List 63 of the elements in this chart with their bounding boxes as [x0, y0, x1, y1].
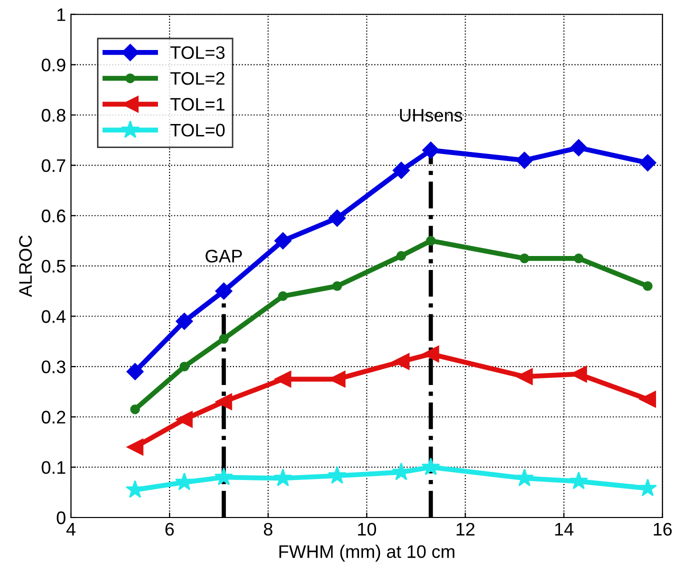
point: [516, 152, 534, 169]
point: [516, 368, 533, 385]
x-tick-label: 12: [456, 522, 474, 536]
x-tick-label: 4: [66, 523, 76, 536]
point: [175, 472, 194, 490]
y-axis-title: ALROC: [19, 236, 32, 298]
x-tick-label: 8: [264, 522, 272, 536]
point: [274, 468, 292, 486]
y-tick-label: 0.2: [42, 410, 66, 424]
point: [176, 411, 193, 428]
point: [126, 480, 144, 498]
point: [126, 363, 144, 380]
point: [392, 162, 410, 179]
point: [176, 312, 193, 330]
x-tick-label: 6: [165, 522, 174, 536]
ref-line-label: UHsens: [400, 109, 462, 122]
y-tick-label: 0.3: [42, 360, 66, 374]
point: [328, 210, 346, 227]
point: [179, 362, 190, 372]
x-tick-label: 10: [358, 522, 376, 536]
point: [574, 254, 584, 264]
point: [274, 232, 292, 250]
point: [570, 139, 588, 156]
legend-label: TOL=1: [170, 98, 224, 111]
y-tick-label: 0.8: [42, 108, 66, 122]
point: [214, 468, 234, 486]
legend-label: TOL=0: [170, 124, 225, 137]
x-tick-label: 14: [555, 523, 574, 536]
y-tick-label: 0.1: [42, 461, 66, 474]
point: [396, 251, 406, 261]
point: [274, 370, 292, 388]
point: [520, 254, 530, 264]
point: [215, 282, 232, 300]
point: [639, 390, 656, 408]
point: [130, 404, 140, 414]
ref-line-label: GAP: [206, 250, 242, 263]
point: [422, 457, 440, 476]
point: [278, 291, 288, 301]
legend-label: TOL=2: [170, 72, 224, 85]
point: [639, 154, 656, 172]
y-tick-label: 0.7: [42, 159, 66, 172]
x-axis-title: FWHM (mm) at 10 cm: [279, 544, 454, 562]
y-tick-label: 0.6: [42, 210, 66, 222]
y-tick-label: 1: [57, 8, 66, 21]
point: [126, 438, 144, 456]
point: [422, 142, 440, 159]
point: [328, 466, 346, 484]
y-tick-label: 0.5: [42, 260, 66, 273]
x-tick-label: 16: [654, 522, 672, 536]
point: [638, 478, 657, 496]
y-tick-label: 0.9: [42, 58, 66, 72]
point: [332, 281, 342, 291]
point: [218, 334, 229, 344]
y-tick-label: 0: [56, 511, 66, 524]
point: [422, 346, 440, 362]
point: [215, 393, 232, 410]
y-tick-label: 0.4: [42, 310, 66, 323]
point: [642, 281, 653, 291]
point: [569, 472, 588, 490]
point: [392, 353, 410, 370]
point: [515, 468, 534, 486]
point: [426, 236, 436, 246]
legend-label: TOL=3: [170, 46, 225, 59]
